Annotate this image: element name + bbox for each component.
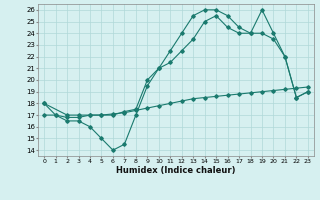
X-axis label: Humidex (Indice chaleur): Humidex (Indice chaleur) <box>116 166 236 175</box>
